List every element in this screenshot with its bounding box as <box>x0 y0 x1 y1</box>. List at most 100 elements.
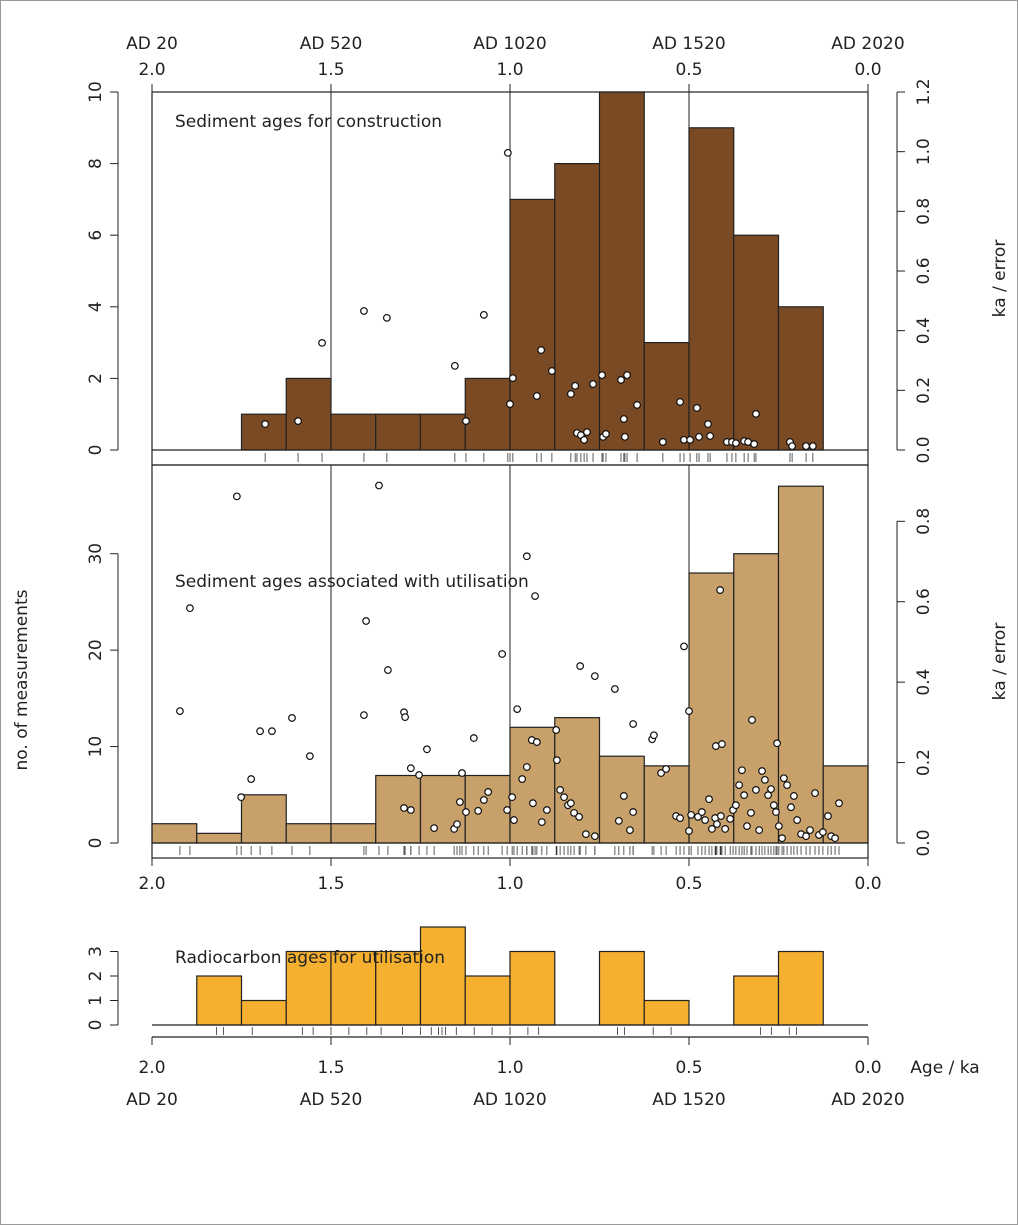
y-tick-label: 0 <box>86 838 106 849</box>
point <box>614 816 623 825</box>
point <box>294 417 302 425</box>
point <box>503 806 512 814</box>
point <box>375 481 383 490</box>
bar <box>509 198 556 451</box>
bar <box>285 823 332 844</box>
point <box>522 763 531 771</box>
point <box>701 816 710 824</box>
bar <box>777 306 824 451</box>
bar <box>554 717 601 844</box>
x-tick-label: 0.5 <box>675 874 702 894</box>
y-tick-label: 30 <box>86 543 106 565</box>
point <box>621 432 629 441</box>
y2-tick-label: 0.8 <box>914 198 934 225</box>
point <box>716 812 725 820</box>
point <box>629 720 638 728</box>
point <box>623 371 631 380</box>
bar <box>777 950 824 1026</box>
secondary-x-tick-label: AD 1020 <box>473 34 546 54</box>
bar <box>464 377 511 451</box>
bar <box>554 163 601 451</box>
point <box>469 734 478 742</box>
point <box>590 672 599 681</box>
x-tick-label: 0.0 <box>854 874 881 894</box>
point <box>415 771 423 779</box>
point <box>542 806 551 814</box>
point <box>824 812 832 820</box>
point <box>590 832 599 841</box>
point <box>484 788 493 796</box>
point <box>232 492 241 501</box>
point <box>406 806 415 814</box>
point <box>617 375 625 384</box>
annotation: Sediment ages associated with utilisatio… <box>175 572 529 592</box>
point <box>718 740 726 748</box>
bar <box>240 413 287 451</box>
annotation: Sediment ages for construction <box>175 112 442 132</box>
annotation: Radiocarbon ages for utilisation <box>175 948 445 968</box>
bar <box>330 413 377 451</box>
point <box>686 435 694 444</box>
point <box>793 816 802 824</box>
point <box>360 307 368 315</box>
point <box>685 707 693 716</box>
point <box>529 799 537 808</box>
point <box>583 428 591 437</box>
x-tick-label: 1.0 <box>496 874 523 894</box>
y-tick-label: 20 <box>86 639 106 661</box>
point <box>570 808 578 817</box>
point <box>581 830 590 839</box>
point <box>731 439 740 448</box>
y2-axis-label: ka / error <box>990 623 1010 701</box>
x-tick-label: 1.0 <box>496 1058 523 1078</box>
point <box>650 731 658 740</box>
point <box>721 825 730 833</box>
bar <box>777 485 824 844</box>
bar <box>330 823 377 844</box>
point <box>462 417 470 425</box>
point <box>518 775 527 783</box>
secondary-x-tick-label: AD 1520 <box>652 1090 725 1110</box>
point <box>676 814 684 822</box>
bar <box>240 999 287 1026</box>
point <box>455 798 464 806</box>
point <box>256 727 265 736</box>
point <box>176 707 184 716</box>
point <box>552 756 561 765</box>
point <box>774 822 783 831</box>
point <box>743 822 751 831</box>
point <box>755 826 764 835</box>
bar <box>151 823 198 844</box>
y-tick-label: 10 <box>86 81 106 103</box>
point <box>458 769 466 777</box>
point <box>769 801 778 810</box>
bar <box>643 999 690 1026</box>
point <box>802 442 810 451</box>
y2-axis-label: ka / error <box>990 240 1010 318</box>
y2-tick-label: 1.0 <box>914 138 934 165</box>
point <box>479 796 488 804</box>
point <box>708 825 716 833</box>
point <box>716 586 725 594</box>
point <box>726 814 735 823</box>
secondary-x-tick-label: AD 520 <box>300 1090 363 1110</box>
point <box>479 310 488 319</box>
point <box>811 789 819 798</box>
y-tick-label: 1 <box>86 995 106 1006</box>
point <box>406 764 415 773</box>
point <box>706 432 715 440</box>
point <box>400 804 408 812</box>
point <box>261 420 270 428</box>
point <box>247 775 256 783</box>
point <box>764 791 773 800</box>
point <box>692 404 701 412</box>
point <box>680 642 688 651</box>
point <box>694 812 702 821</box>
point <box>740 791 749 800</box>
x-tick-label: 0.5 <box>675 1058 702 1078</box>
point <box>752 410 760 418</box>
point <box>186 604 194 613</box>
point <box>503 148 512 157</box>
